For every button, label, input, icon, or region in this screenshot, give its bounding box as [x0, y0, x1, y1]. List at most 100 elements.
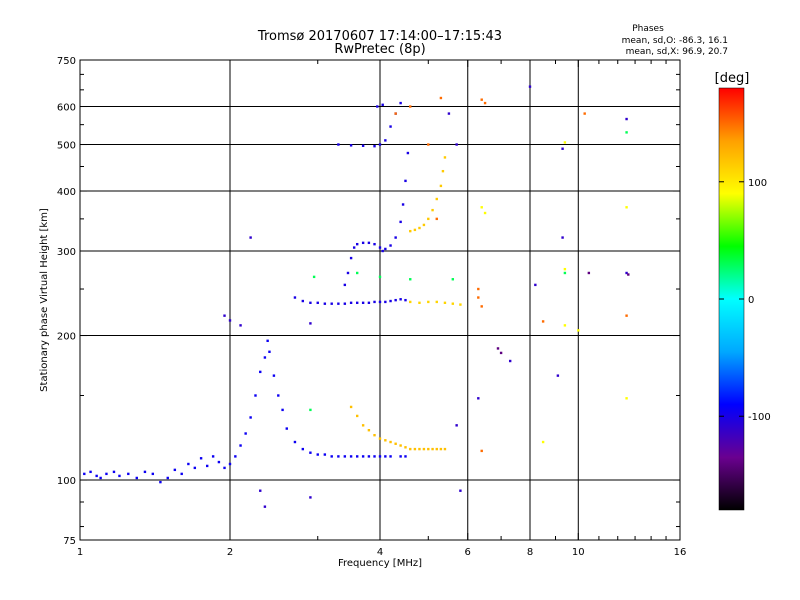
legend-line-x: mean, sd,X: 96.9, 20.7: [626, 47, 728, 57]
data-point: [346, 271, 350, 275]
x-tick-label: 8: [527, 547, 533, 558]
data-point: [435, 300, 438, 304]
data-point: [301, 447, 305, 451]
x-axis-label: Frequency [MHz]: [338, 558, 422, 569]
data-point: [223, 466, 226, 470]
data-point: [361, 424, 365, 427]
data-point: [409, 300, 412, 304]
data-point: [399, 298, 402, 301]
colorbar-tick-label: -100: [748, 412, 771, 423]
data-point: [394, 236, 397, 239]
data-point: [389, 455, 392, 458]
data-point: [143, 470, 147, 474]
data-point: [427, 300, 430, 304]
data-point: [266, 339, 269, 343]
data-point: [561, 147, 564, 150]
data-point: [577, 329, 580, 332]
data-point: [259, 489, 262, 492]
data-point: [587, 271, 591, 275]
data-point: [418, 447, 421, 451]
data-point: [384, 139, 387, 142]
data-points: [83, 85, 630, 508]
data-point: [404, 298, 407, 302]
data-point: [413, 228, 417, 232]
data-point: [367, 301, 371, 305]
data-point: [89, 470, 92, 474]
data-point: [343, 283, 347, 287]
data-point: [435, 447, 438, 451]
data-point: [249, 416, 252, 419]
y-tick-label: 750: [57, 56, 76, 67]
data-point: [480, 98, 483, 101]
data-point: [166, 476, 169, 480]
data-point: [367, 241, 371, 245]
data-point: [499, 351, 503, 355]
data-point: [427, 217, 430, 221]
x-tick-label: 16: [674, 547, 687, 558]
data-point: [349, 405, 353, 409]
legend-title: Phases: [632, 24, 664, 34]
data-point: [480, 206, 483, 209]
data-point: [244, 432, 247, 435]
colorbar-ticks: 100 0 -100: [719, 178, 771, 423]
data-point: [199, 457, 203, 460]
data-point: [337, 455, 340, 458]
data-point: [355, 455, 359, 458]
data-point: [435, 197, 438, 201]
y-axis-label: Stationary phase Virtual Height [km]: [39, 208, 50, 392]
data-point: [272, 374, 276, 377]
data-point: [343, 455, 347, 458]
data-point: [563, 324, 567, 327]
data-point: [352, 246, 356, 249]
data-point: [477, 397, 480, 400]
data-point: [627, 273, 630, 276]
x-tick-label: 4: [377, 547, 383, 558]
data-point: [443, 156, 447, 159]
data-point: [180, 472, 183, 476]
data-point: [355, 242, 359, 246]
y-tick-label: 300: [57, 247, 76, 258]
data-point: [193, 466, 197, 470]
x-axis: 1 2 4 6 8 10 16: [77, 60, 687, 558]
data-point: [259, 370, 262, 374]
data-point: [367, 455, 371, 458]
data-point: [349, 455, 353, 458]
data-point: [118, 474, 121, 478]
data-point: [323, 302, 327, 305]
data-point: [399, 220, 402, 224]
y-tick-label: 75: [63, 536, 76, 547]
data-point: [293, 440, 297, 444]
data-point: [173, 468, 177, 472]
data-point: [439, 96, 443, 100]
data-point: [378, 437, 382, 440]
data-point: [355, 271, 359, 275]
data-point: [384, 455, 387, 458]
data-point: [228, 462, 232, 466]
data-point: [239, 324, 242, 327]
data-point: [477, 296, 480, 299]
data-point: [431, 208, 434, 212]
data-point: [337, 143, 340, 146]
data-point: [459, 303, 462, 306]
data-point: [95, 474, 98, 478]
data-point: [399, 101, 402, 105]
x-tick-label: 2: [227, 547, 233, 558]
data-point: [285, 427, 288, 430]
data-point: [83, 472, 86, 476]
data-point: [381, 249, 384, 253]
data-point: [477, 287, 480, 291]
data-point: [263, 356, 267, 359]
data-point: [625, 117, 628, 121]
data-point: [427, 447, 430, 451]
data-point: [418, 301, 421, 305]
data-point: [563, 271, 567, 275]
data-point: [389, 440, 392, 444]
data-point: [451, 278, 455, 281]
data-point: [323, 453, 327, 456]
data-point: [277, 394, 280, 397]
y-tick-label: 200: [57, 332, 76, 343]
data-point: [309, 451, 312, 454]
data-point: [459, 489, 462, 492]
data-point: [583, 112, 586, 115]
